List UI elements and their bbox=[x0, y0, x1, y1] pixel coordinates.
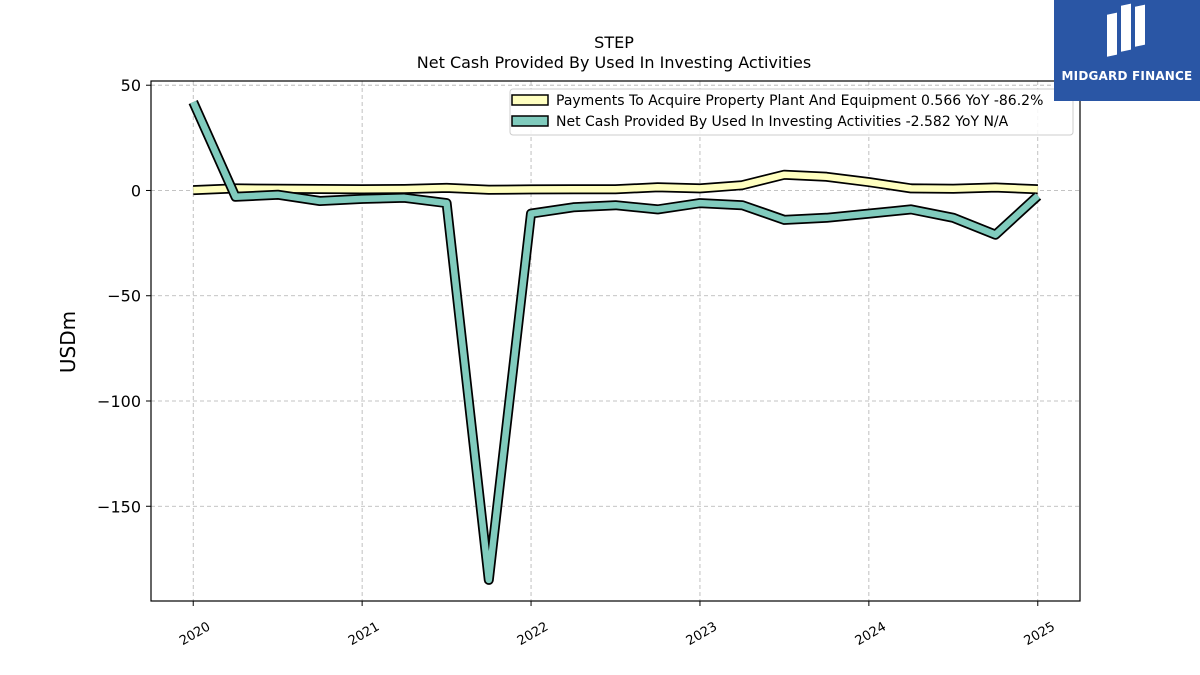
chart-title: STEP bbox=[594, 33, 634, 52]
y-axis-label: USDm bbox=[56, 311, 80, 373]
logo-mark-icon bbox=[1107, 3, 1145, 57]
y-tick-label: −150 bbox=[97, 497, 141, 516]
y-tick-label: −50 bbox=[107, 287, 141, 306]
series-line-0 bbox=[193, 171, 1038, 194]
series-lines bbox=[188, 100, 1042, 585]
legend: Payments To Acquire Property Plant And E… bbox=[509, 88, 1074, 136]
legend-box bbox=[509, 88, 1074, 136]
y-tick-label: 0 bbox=[131, 181, 141, 200]
series-line-1 bbox=[190, 100, 1040, 584]
legend-label-ppe: Payments To Acquire Property Plant And E… bbox=[556, 93, 1043, 109]
chart-subtitle: Net Cash Provided By Used In Investing A… bbox=[417, 53, 811, 72]
midgard-finance-logo: MIDGARD FINANCE bbox=[1054, 0, 1200, 101]
y-tick-label: −100 bbox=[97, 392, 141, 411]
legend-label-investing: Net Cash Provided By Used In Investing A… bbox=[556, 114, 1009, 130]
y-axis-ticks: 50 0 −50 −100 −150 bbox=[97, 76, 151, 516]
plot-frame bbox=[150, 80, 1081, 602]
legend-swatch-ppe bbox=[511, 94, 549, 106]
logo-text: MIDGARD FINANCE bbox=[1061, 69, 1193, 83]
y-tick-label: 50 bbox=[121, 76, 141, 95]
legend-swatch-investing bbox=[511, 115, 549, 127]
